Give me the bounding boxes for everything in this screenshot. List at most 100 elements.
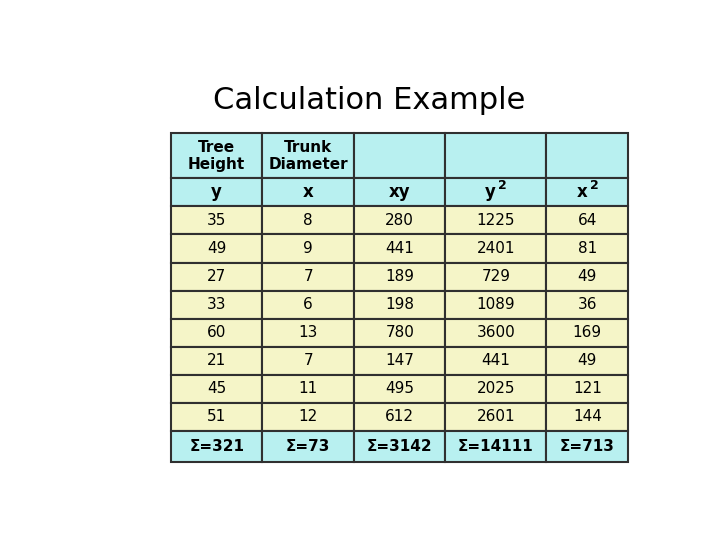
Bar (546, 262, 629, 291)
Bar (446, 375, 546, 403)
Bar (354, 347, 446, 375)
Text: 12: 12 (299, 409, 318, 424)
Bar (546, 319, 629, 347)
Bar (446, 206, 546, 234)
Text: 81: 81 (577, 241, 597, 256)
Bar (446, 234, 546, 262)
Bar (354, 234, 446, 262)
Bar (546, 133, 629, 178)
Text: 49: 49 (207, 241, 226, 256)
Bar (171, 319, 262, 347)
Text: 198: 198 (385, 297, 414, 312)
Bar (262, 234, 354, 262)
Bar (171, 206, 262, 234)
Text: 441: 441 (482, 353, 510, 368)
Bar (262, 403, 354, 431)
Bar (262, 206, 354, 234)
Text: 169: 169 (572, 325, 602, 340)
Bar (546, 375, 629, 403)
Bar (354, 262, 446, 291)
Bar (546, 291, 629, 319)
Bar (446, 291, 546, 319)
Bar (446, 133, 546, 178)
Bar (546, 403, 629, 431)
Text: 2025: 2025 (477, 381, 515, 396)
Bar (546, 431, 629, 462)
Text: 1225: 1225 (477, 213, 515, 228)
Bar (262, 347, 354, 375)
Text: 612: 612 (385, 409, 414, 424)
Text: 45: 45 (207, 381, 226, 396)
Text: 3600: 3600 (477, 325, 515, 340)
Bar (171, 133, 262, 178)
Text: 35: 35 (207, 213, 226, 228)
Text: x: x (303, 184, 313, 201)
Bar (354, 375, 446, 403)
Text: 9: 9 (303, 241, 313, 256)
Bar (446, 262, 546, 291)
Bar (354, 178, 446, 206)
Text: Σ=73: Σ=73 (286, 439, 330, 454)
Bar (171, 375, 262, 403)
Bar (546, 206, 629, 234)
Text: 51: 51 (207, 409, 226, 424)
Text: 280: 280 (385, 213, 414, 228)
Text: Σ=3142: Σ=3142 (367, 439, 433, 454)
Bar (171, 431, 262, 462)
Text: 2: 2 (498, 179, 507, 192)
Text: 13: 13 (299, 325, 318, 340)
Bar (262, 262, 354, 291)
Text: y: y (485, 184, 495, 201)
Text: 441: 441 (385, 241, 414, 256)
Text: 1089: 1089 (477, 297, 515, 312)
Bar (546, 234, 629, 262)
Text: 2601: 2601 (477, 409, 515, 424)
Text: 7: 7 (303, 269, 313, 284)
Text: 147: 147 (385, 353, 414, 368)
Text: 33: 33 (207, 297, 226, 312)
Text: 7: 7 (303, 353, 313, 368)
Text: 8: 8 (303, 213, 313, 228)
Text: 49: 49 (577, 269, 597, 284)
Text: 780: 780 (385, 325, 414, 340)
Text: 189: 189 (385, 269, 414, 284)
Bar (546, 178, 629, 206)
Text: 64: 64 (577, 213, 597, 228)
Bar (262, 431, 354, 462)
Text: 729: 729 (481, 269, 510, 284)
Bar (354, 431, 446, 462)
Text: Calculation Example: Calculation Example (213, 85, 525, 114)
Text: Σ=14111: Σ=14111 (458, 439, 534, 454)
Bar (262, 133, 354, 178)
Text: 60: 60 (207, 325, 226, 340)
Bar (354, 291, 446, 319)
Text: x: x (576, 184, 587, 201)
Text: 49: 49 (577, 353, 597, 368)
Bar (171, 403, 262, 431)
Bar (446, 403, 546, 431)
Bar (446, 319, 546, 347)
Bar (262, 178, 354, 206)
Text: xy: xy (389, 184, 410, 201)
Text: Σ=713: Σ=713 (560, 439, 615, 454)
Text: 495: 495 (385, 381, 414, 396)
Text: 27: 27 (207, 269, 226, 284)
Bar (262, 319, 354, 347)
Text: Trunk
Diameter: Trunk Diameter (269, 140, 348, 172)
Bar (446, 431, 546, 462)
Bar (262, 375, 354, 403)
Bar (354, 133, 446, 178)
Text: 36: 36 (577, 297, 597, 312)
Text: 21: 21 (207, 353, 226, 368)
Bar (171, 178, 262, 206)
Text: y: y (211, 184, 222, 201)
Bar (446, 347, 546, 375)
Text: 121: 121 (573, 381, 602, 396)
Bar (262, 291, 354, 319)
Text: 144: 144 (573, 409, 602, 424)
Bar (171, 291, 262, 319)
Text: 6: 6 (303, 297, 313, 312)
Text: 11: 11 (299, 381, 318, 396)
Bar (446, 178, 546, 206)
Text: 2401: 2401 (477, 241, 515, 256)
